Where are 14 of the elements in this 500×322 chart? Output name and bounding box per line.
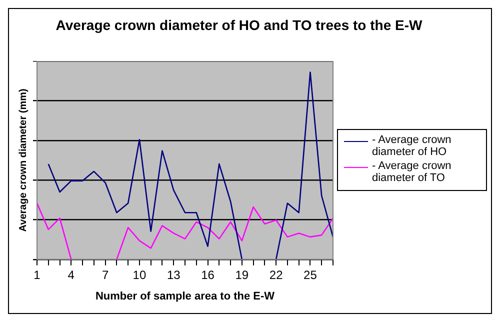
x-tick-label: 25 [304, 268, 318, 282]
y-axis-title: Average crown diameter (mm) [18, 88, 29, 232]
legend-label: - Average crown diameter of HO [372, 134, 452, 158]
x-tick-label: 19 [235, 268, 249, 282]
x-tick-label: 13 [166, 268, 181, 282]
x-tick-label: 1 [34, 268, 41, 282]
x-tick-label: 10 [132, 268, 146, 282]
x-axis-title: Number of sample area to the E-W [95, 290, 276, 302]
x-tick-label: 16 [201, 268, 215, 282]
legend-label: - Average crown diameter of TO [372, 160, 452, 184]
x-tick-label: 4 [68, 268, 75, 282]
chart-title: Average crown diameter of HO and TO trees to the E-W [54, 16, 424, 35]
x-tick-label: 22 [269, 268, 284, 282]
x-tick-label: 7 [102, 268, 109, 282]
